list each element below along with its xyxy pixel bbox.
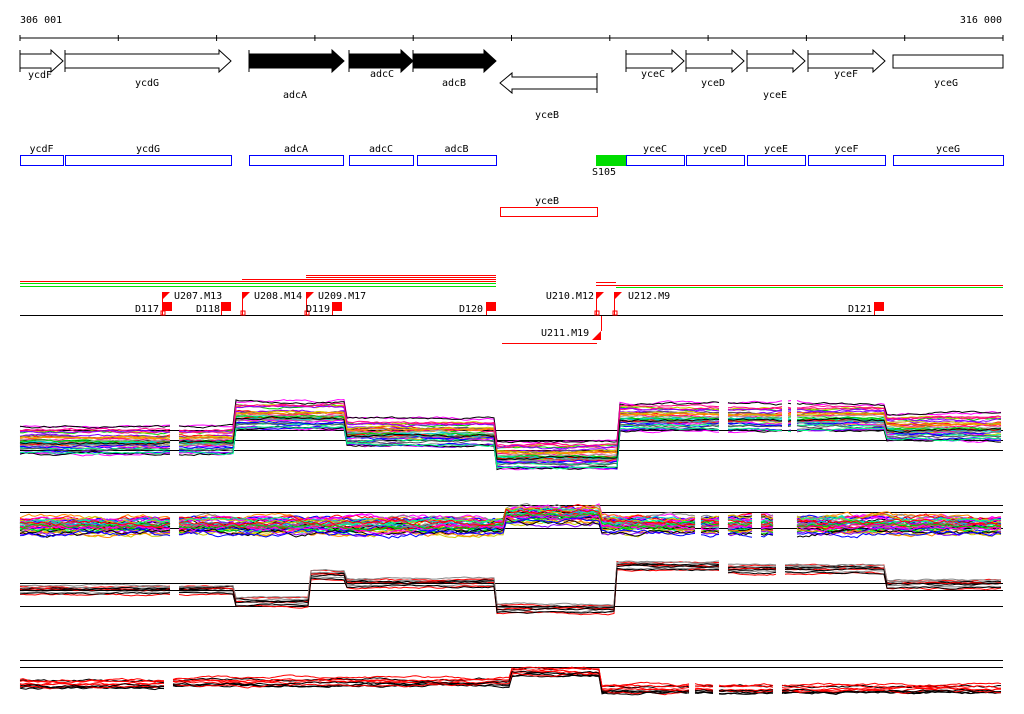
annotation-label-yceB: yceB: [535, 196, 559, 207]
gene-label-yceE: yceE: [763, 90, 787, 101]
expression-trace: [19, 425, 1001, 471]
expression-panels: [19, 398, 1003, 696]
marker-label-U209.M17[interactable]: U209.M17: [318, 291, 366, 302]
gene-arrow-ycdF[interactable]: [19, 48, 64, 74]
expression-trace: [19, 518, 1002, 539]
annotation-box-yceG[interactable]: [893, 155, 1004, 166]
marker-label-U208.M14[interactable]: U208.M14: [254, 291, 302, 302]
annotation-box-ycdF[interactable]: [20, 155, 64, 166]
annotation-label-yceD: yceD: [703, 144, 727, 155]
marker-label-U211.M19: U211.M19: [541, 328, 589, 339]
expression-trace: [19, 422, 1002, 466]
marker-box-D119[interactable]: [332, 302, 342, 311]
marker-box-D121[interactable]: [874, 302, 884, 311]
marker-label-D117: D117: [135, 304, 159, 315]
expression-trace: [19, 560, 1002, 607]
annotation-track: ycdF ycdG adcA adcC adcB yceC yceD yceE yceF yceG…: [20, 144, 1004, 217]
expression-trace: [19, 563, 1002, 609]
marker-track: U207.M13 U208.M14 U209.M17 U210.M12 U212.M9 D…: [20, 275, 1003, 344]
expression-trace: [19, 399, 1002, 444]
gene-track: ycdF ycdG adcA adcC adcB yceB yceC yceD yceE yceF…: [19, 48, 1004, 121]
annotation-box-yceE[interactable]: [747, 155, 806, 166]
gene-arrow-adcB[interactable]: [412, 48, 497, 74]
gene-label-ycdG: ycdG: [135, 78, 159, 89]
expression-trace: [19, 411, 1002, 455]
marker-label-U212.M9[interactable]: U212.M9: [628, 291, 670, 302]
gene-label-adcC: adcC: [370, 69, 394, 80]
expression-trace: [20, 566, 1002, 613]
marker-label-D119: D119: [306, 304, 330, 315]
marker-box-D120[interactable]: [486, 302, 496, 311]
annotation-box-yceB[interactable]: [500, 207, 598, 217]
annotation-box-yceD[interactable]: [686, 155, 745, 166]
gene-label-yceB: yceB: [535, 110, 559, 121]
feature-box-S105[interactable]: [596, 155, 626, 166]
marker-label-D120: D120: [459, 304, 483, 315]
annotation-label-adcA: adcA: [284, 144, 308, 155]
marker-box-D117[interactable]: [162, 302, 172, 311]
expression-trace: [19, 505, 1002, 525]
gene-label-ycdF: ycdF: [28, 70, 52, 81]
annotation-box-yceF[interactable]: [808, 155, 886, 166]
expression-trace: [19, 670, 1002, 694]
gene-label-adcA: adcA: [283, 90, 307, 101]
gene-arrow-yceB[interactable]: [499, 71, 598, 95]
expression-trace: [19, 508, 1002, 529]
gene-arrow-yceG[interactable]: [892, 54, 1004, 69]
annotation-label-adcB: adcB: [444, 144, 468, 155]
annotation-label-yceC: yceC: [643, 144, 667, 155]
gene-label-yceC: yceC: [641, 69, 665, 80]
expression-trace: [19, 567, 1002, 614]
annotation-box-adcB[interactable]: [417, 155, 497, 166]
annotation-label-yceF: yceF: [834, 144, 858, 155]
coordinate-ruler: 306 001 316 000: [19, 15, 1004, 41]
annotation-label-ycdF: ycdF: [29, 144, 53, 155]
marker-label-U210.M12[interactable]: U210.M12: [546, 291, 594, 302]
expression-trace: [19, 517, 1002, 539]
ruler-end-label: 316 000: [960, 15, 1002, 26]
expression-trace: [19, 420, 1002, 464]
annotation-box-adcC[interactable]: [349, 155, 414, 166]
gene-arrow-yceC[interactable]: [625, 48, 685, 74]
annotation-box-ycdG[interactable]: [65, 155, 232, 166]
expression-trace: [19, 507, 1002, 527]
marker-label-D121: D121: [848, 304, 872, 315]
gene-label-yceD: yceD: [701, 78, 725, 89]
expression-trace: [19, 563, 1002, 611]
marker-label-D118: D118: [196, 304, 220, 315]
expression-trace: [19, 415, 1002, 461]
gene-label-yceG: yceG: [934, 78, 958, 89]
gene-arrow-yceF[interactable]: [807, 48, 886, 74]
annotation-label-adcC: adcC: [369, 144, 393, 155]
annotation-box-adcA[interactable]: [249, 155, 344, 166]
gene-label-yceF: yceF: [834, 69, 858, 80]
marker-label-U207.M13[interactable]: U207.M13: [174, 291, 222, 302]
annotation-label-ycdG: ycdG: [136, 144, 160, 155]
gene-label-adcB: adcB: [442, 78, 466, 89]
annotation-label-yceE: yceE: [764, 144, 788, 155]
gene-arrow-adcA[interactable]: [248, 48, 345, 74]
gene-arrow-yceE[interactable]: [746, 48, 806, 74]
ruler-start-label: 306 001: [20, 15, 62, 26]
marker-box-D118[interactable]: [221, 302, 231, 311]
gene-arrow-ycdG[interactable]: [64, 48, 232, 74]
gene-arrow-yceD[interactable]: [685, 48, 745, 74]
expression-trace: [19, 512, 1002, 531]
annotation-box-yceC[interactable]: [626, 155, 685, 166]
expression-trace: [19, 511, 1002, 531]
gene-arrow-adcC[interactable]: [348, 48, 414, 74]
expression-trace: [19, 666, 1002, 688]
expression-trace: [19, 425, 1002, 470]
expression-trace: [19, 402, 1002, 447]
annotation-label-yceG: yceG: [936, 144, 960, 155]
feature-label-S105: S105: [592, 167, 616, 178]
